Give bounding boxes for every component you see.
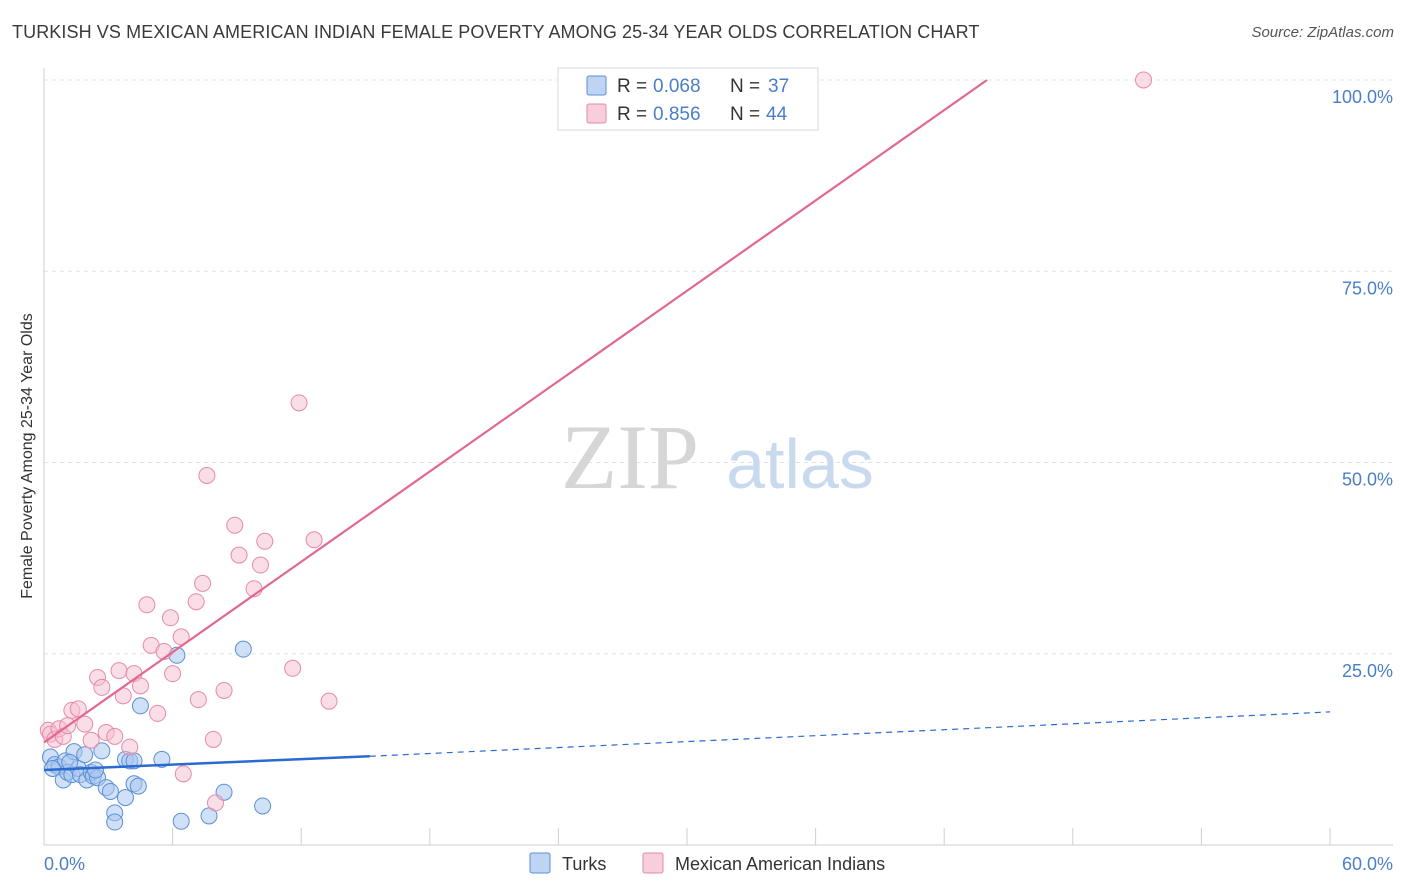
mexican-trend-line xyxy=(43,79,988,744)
turks-trend-line xyxy=(43,755,370,772)
stats-r-label-mexican: R = xyxy=(617,104,647,125)
y-tick-labels: 25.0% 50.0% 75.0% 100.0% xyxy=(1332,87,1393,681)
turks-trend-extension xyxy=(369,711,1331,757)
y-tick-label: 50.0% xyxy=(1342,470,1393,490)
mexican-point xyxy=(161,609,179,627)
stats-r-value-turks: 0.068 xyxy=(653,76,701,97)
watermark-zip: ZIP xyxy=(561,406,699,508)
mexican-point xyxy=(138,596,156,614)
mexican-point xyxy=(305,531,323,549)
mexican-point xyxy=(149,704,167,722)
mexican-point xyxy=(1135,71,1153,89)
mexican-point xyxy=(206,794,224,812)
stats-n-label-turks: N = xyxy=(730,76,760,97)
mexican-point xyxy=(187,593,205,611)
turks-point xyxy=(76,746,94,764)
mexican-point xyxy=(93,678,111,696)
mexican-point xyxy=(131,677,149,695)
stats-swatch-mexican xyxy=(586,103,607,124)
mexican-point xyxy=(106,727,124,745)
mexican-point xyxy=(284,659,302,677)
turks-point xyxy=(106,813,124,831)
watermark: ZIP atlas xyxy=(561,406,874,508)
turks-points xyxy=(41,640,272,831)
chart-title: TURKISH VS MEXICAN AMERICAN INDIAN FEMAL… xyxy=(12,22,980,42)
legend-swatch-mexican xyxy=(642,852,664,874)
stats-r-label-turks: R = xyxy=(617,76,647,97)
turks-point xyxy=(101,782,119,800)
mexican-point xyxy=(198,467,216,485)
mexican-point xyxy=(164,665,182,683)
stats-n-value-turks: 37 xyxy=(768,76,789,97)
mexican-point xyxy=(82,731,100,749)
mexican-point xyxy=(251,556,269,574)
trend-lines xyxy=(43,79,1331,772)
axis-ticks xyxy=(43,828,1331,845)
legend-label-turks: Turks xyxy=(562,854,606,874)
watermark-atlas: atlas xyxy=(726,425,874,503)
y-tick-label: 75.0% xyxy=(1342,278,1393,298)
mexican-point xyxy=(226,516,244,534)
bottom-legend: Turks Mexican American Indians xyxy=(529,852,885,874)
mexican-point xyxy=(121,738,139,756)
mexican-point xyxy=(290,394,308,412)
mexican-point xyxy=(174,765,192,783)
mexican-point xyxy=(230,546,248,564)
grid-lines xyxy=(44,79,1393,655)
mexican-point xyxy=(215,681,233,699)
turks-point xyxy=(153,750,171,768)
turks-point xyxy=(254,797,272,815)
mexican-point xyxy=(76,715,94,733)
stats-n-value-mexican: 44 xyxy=(766,104,788,125)
turks-point xyxy=(129,777,147,795)
y-tick-label: 100.0% xyxy=(1332,87,1393,107)
y-tick-label: 25.0% xyxy=(1342,661,1393,681)
legend-swatch-turks xyxy=(529,852,551,874)
turks-point xyxy=(234,640,252,658)
mexican-point xyxy=(320,692,338,710)
turks-point xyxy=(61,753,79,771)
mexican-point xyxy=(256,532,274,550)
stats-swatch-turks xyxy=(586,75,607,96)
stats-legend: R = 0.068 N = 37 R = 0.856 N = 44 xyxy=(557,67,819,131)
stats-r-value-mexican: 0.856 xyxy=(653,104,701,125)
mexican-point xyxy=(69,700,87,718)
turks-point xyxy=(93,742,111,760)
x-tick-label-min: 0.0% xyxy=(44,854,85,874)
legend-label-mexican: Mexican American Indians xyxy=(675,854,885,874)
axes xyxy=(43,68,1393,846)
stats-n-label-mexican: N = xyxy=(730,104,760,125)
turks-point xyxy=(86,761,104,779)
mexican-point xyxy=(189,691,207,709)
turks-point xyxy=(116,789,134,807)
mexican-point xyxy=(110,662,128,680)
turks-point xyxy=(131,697,149,715)
mexican-point xyxy=(204,730,222,748)
turks-point xyxy=(172,812,190,830)
source-label: Source: ZipAtlas.com xyxy=(1251,24,1394,41)
x-tick-label-max: 60.0% xyxy=(1342,854,1393,874)
mexican-point xyxy=(194,574,212,592)
